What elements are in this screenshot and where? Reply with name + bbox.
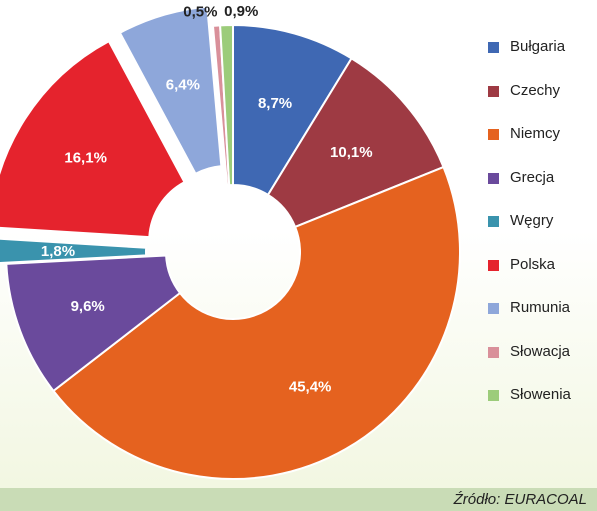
- legend-swatch: [488, 303, 499, 314]
- legend-swatch: [488, 85, 499, 97]
- legend-item-czechy: Czechy: [488, 82, 593, 126]
- data-label-bulgaria: 8,7%: [258, 95, 292, 112]
- legend-label: Bułgaria: [510, 38, 566, 55]
- slice-wegry: [0, 237, 148, 265]
- legend-item-slowacja: Słowacja: [488, 343, 593, 387]
- legend-swatch: [488, 172, 499, 184]
- source-bar: Źródło: EURACOAL: [0, 488, 597, 511]
- legend-swatch: [488, 42, 499, 53]
- legend-item-polska: Polska: [488, 256, 593, 300]
- legend-item-grecja: Grecja: [488, 169, 593, 213]
- legend-label: Słowacja: [510, 342, 571, 360]
- data-label-rumunia: 6,4%: [166, 76, 200, 93]
- legend-label: Słowenia: [510, 386, 571, 403]
- legend-item-wegry: Węgry: [488, 212, 593, 256]
- source-text: Źródło: EURACOAL: [453, 491, 587, 508]
- slice-niemcy: [52, 165, 462, 480]
- legend-label: Niemcy: [510, 125, 561, 142]
- data-label-grecja: 9,6%: [71, 298, 105, 315]
- legend-item-niemcy: Niemcy: [488, 125, 593, 169]
- legend: Bułgaria Czechy Niemcy Grecja Węgry Polska Rum…: [488, 38, 593, 430]
- data-label-polska: 16,1%: [64, 150, 107, 167]
- legend-item-slowenia: Słowenia: [488, 386, 593, 430]
- legend-swatch: [488, 259, 499, 271]
- data-label-czechy: 10,1%: [330, 144, 373, 161]
- legend-item-rumunia: Rumunia: [488, 299, 593, 343]
- legend-swatch: [488, 390, 499, 401]
- slice-polska: [0, 39, 186, 239]
- slice-grecja: [5, 254, 182, 393]
- slice-rumunia: [118, 5, 223, 176]
- slice-czechy: [266, 57, 445, 229]
- data-label-slowenia: 0,9%: [224, 3, 258, 20]
- legend-swatch: [488, 216, 499, 227]
- legend-label: Czechy: [510, 81, 561, 99]
- legend-label: Węgry: [510, 212, 554, 229]
- donut-chart: 8,7% 10,1% 45,4% 9,6% 1,8% 16,1% 6,4% 0,5% 0,9%: [0, 3, 462, 480]
- legend-item-bulgaria: Bułgaria: [488, 38, 593, 82]
- legend-label: Polska: [510, 255, 556, 273]
- legend-label: Grecja: [510, 168, 555, 186]
- legend-swatch: [488, 346, 499, 358]
- data-label-niemcy: 45,4%: [289, 378, 332, 395]
- data-label-wegry: 1,8%: [41, 243, 75, 260]
- slice-slowenia: [219, 23, 234, 187]
- legend-label: Rumunia: [510, 299, 571, 316]
- legend-swatch: [488, 129, 499, 140]
- data-label-slowacja: 0,5%: [183, 4, 217, 21]
